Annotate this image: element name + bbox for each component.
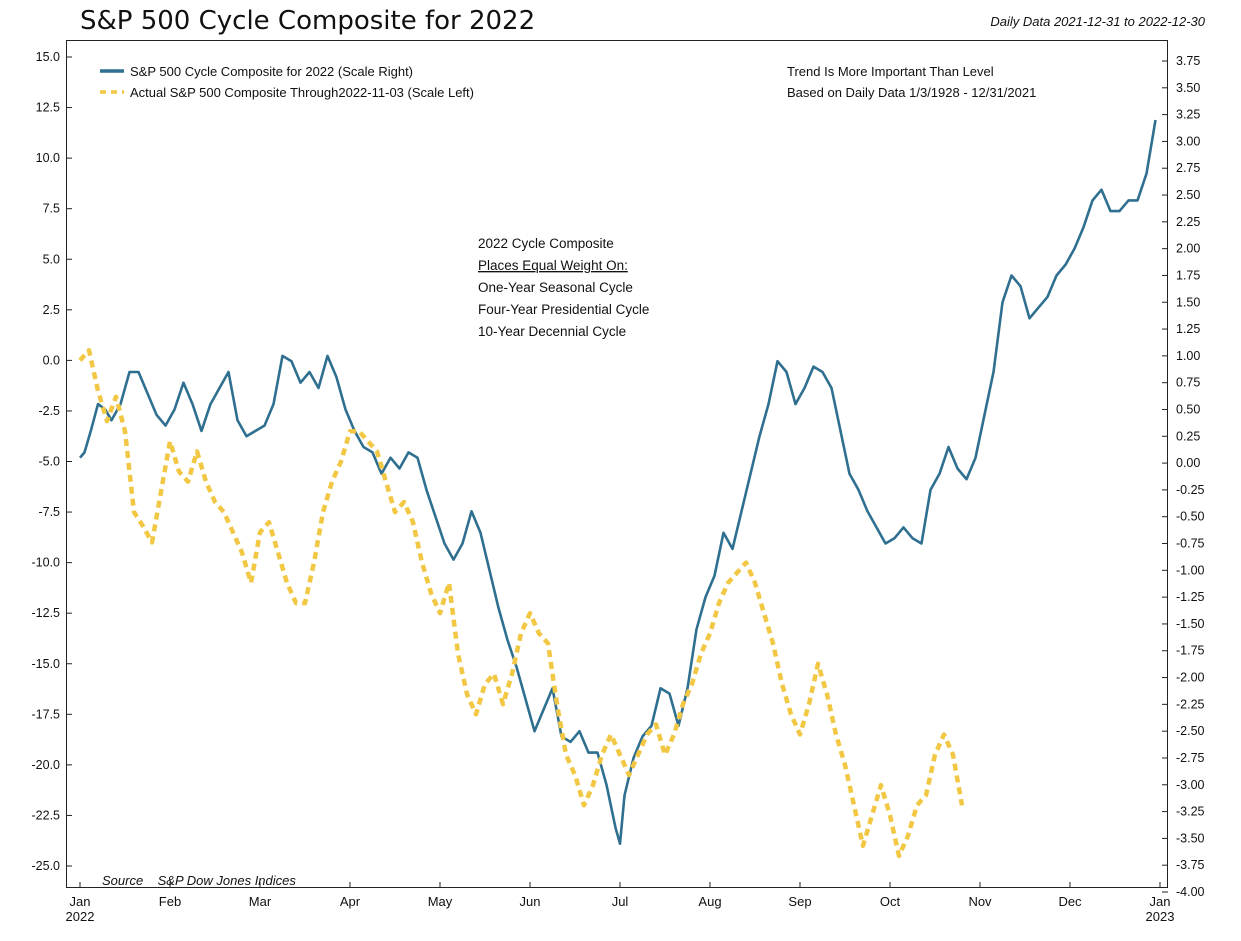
right-tick-label: 3.75: [1176, 54, 1200, 68]
right-tick-label: -1.50: [1176, 617, 1205, 631]
center-note-line-2: Places Equal Weight On:: [478, 258, 628, 273]
left-tick-label: -5.0: [38, 455, 60, 469]
x-tick-label: Apr: [340, 894, 361, 909]
right-tick-label: -0.75: [1176, 537, 1205, 551]
x-tick-label: Jun: [520, 894, 541, 909]
left-tick-label: -17.5: [32, 707, 61, 721]
right-tick-label: -4.00: [1176, 885, 1205, 899]
note-basis: Based on Daily Data 1/3/1928 - 12/31/202…: [787, 85, 1036, 100]
x-tick-label: Jan: [1150, 894, 1171, 909]
center-note-line-4: Four-Year Presidential Cycle: [478, 302, 649, 317]
right-tick-label: 2.75: [1176, 161, 1200, 175]
left-tick-label: 15.0: [36, 50, 60, 64]
left-tick-label: 5.0: [43, 252, 60, 266]
right-tick-label: -0.25: [1176, 483, 1205, 497]
right-tick-label: -2.00: [1176, 671, 1205, 685]
center-note-line-5: 10-Year Decennial Cycle: [478, 324, 626, 339]
x-tick-label: Oct: [880, 894, 901, 909]
x-tick-label: 2023: [1146, 909, 1175, 924]
left-tick-label: -10.0: [32, 556, 61, 570]
right-tick-label: 1.25: [1176, 322, 1200, 336]
x-tick-label: Mar: [249, 894, 272, 909]
left-tick-label: 10.0: [36, 151, 60, 165]
right-tick-label: -0.50: [1176, 510, 1205, 524]
right-tick-label: 1.00: [1176, 349, 1200, 363]
right-tick-label: -3.50: [1176, 831, 1205, 845]
right-tick-label: 0.25: [1176, 429, 1200, 443]
right-tick-label: -2.25: [1176, 697, 1205, 711]
left-tick-label: 0.0: [43, 353, 60, 367]
right-tick-label: -1.25: [1176, 590, 1205, 604]
center-note-line-3: One-Year Seasonal Cycle: [478, 280, 633, 295]
left-tick-label: 2.5: [43, 303, 60, 317]
x-tick-label: Nov: [968, 894, 992, 909]
right-tick-label: 2.25: [1176, 215, 1200, 229]
series-group: [78, 119, 1157, 859]
right-tick-label: 3.25: [1176, 108, 1200, 122]
legend-composite-label: S&P 500 Cycle Composite for 2022 (Scale …: [130, 64, 413, 79]
right-tick-label: -1.75: [1176, 644, 1205, 658]
right-tick-label: -3.75: [1176, 858, 1205, 872]
left-tick-label: -2.5: [38, 404, 60, 418]
x-tick-label: Dec: [1058, 894, 1082, 909]
source-note: Source S&P Dow Jones Indices: [102, 873, 296, 888]
right-tick-label: 0.75: [1176, 376, 1200, 390]
date-range: Daily Data 2021-12-31 to 2022-12-30: [990, 14, 1205, 29]
left-tick-label: -25.0: [32, 859, 61, 873]
legend: S&P 500 Cycle Composite for 2022 (Scale …: [100, 64, 474, 100]
left-tick-label: -15.0: [32, 657, 61, 671]
x-tick-label: 2022: [66, 909, 95, 924]
left-tick-label: -20.0: [32, 758, 61, 772]
right-tick-label: 0.50: [1176, 402, 1200, 416]
legend-actual-label: Actual S&P 500 Composite Through2022-11-…: [130, 85, 474, 100]
left-tick-label: -22.5: [32, 808, 61, 822]
x-tick-label: Jan: [70, 894, 91, 909]
x-tick-label: Aug: [698, 894, 721, 909]
right-tick-label: -2.75: [1176, 751, 1205, 765]
right-tick-label: -1.00: [1176, 563, 1205, 577]
plot-frame: [66, 40, 1168, 888]
x-tick-label: Jul: [612, 894, 629, 909]
right-tick-label: -2.50: [1176, 724, 1205, 738]
right-tick-label: 1.75: [1176, 268, 1200, 282]
x-tick-label: Feb: [159, 894, 181, 909]
series-composite-line: [79, 119, 1157, 845]
right-tick-label: 2.50: [1176, 188, 1200, 202]
left-tick-label: -12.5: [32, 606, 61, 620]
left-axis: 15.0 12.5 10.0 7.5 5.0 2.5 0.0 -2.5 -5.0 -7.5 -10.…: [32, 50, 72, 873]
left-tick-label: 7.5: [43, 202, 60, 216]
center-note: 2022 Cycle Composite Places Equal Weight…: [478, 236, 649, 339]
right-tick-label: 3.00: [1176, 134, 1200, 148]
chart-title: S&P 500 Cycle Composite for 2022: [80, 6, 536, 36]
note-trend: Trend Is More Important Than Level: [787, 64, 994, 79]
series-actual-line: [78, 348, 965, 859]
right-tick-label: 1.50: [1176, 295, 1200, 309]
right-tick-label: -3.25: [1176, 805, 1205, 819]
x-tick-label: May: [428, 894, 453, 909]
right-axis: 3.75 3.50 3.25 3.00 2.75 2.50 2.25 2.00 1.75 1.50…: [1162, 54, 1205, 899]
left-tick-label: 12.5: [36, 101, 60, 115]
x-tick-label: Sep: [788, 894, 811, 909]
right-tick-label: 0.00: [1176, 456, 1200, 470]
right-tick-label: 2.00: [1176, 242, 1200, 256]
right-tick-label: -3.00: [1176, 778, 1205, 792]
center-note-line-1: 2022 Cycle Composite: [478, 236, 614, 251]
right-tick-label: 3.50: [1176, 81, 1200, 95]
left-tick-label: -7.5: [38, 505, 60, 519]
